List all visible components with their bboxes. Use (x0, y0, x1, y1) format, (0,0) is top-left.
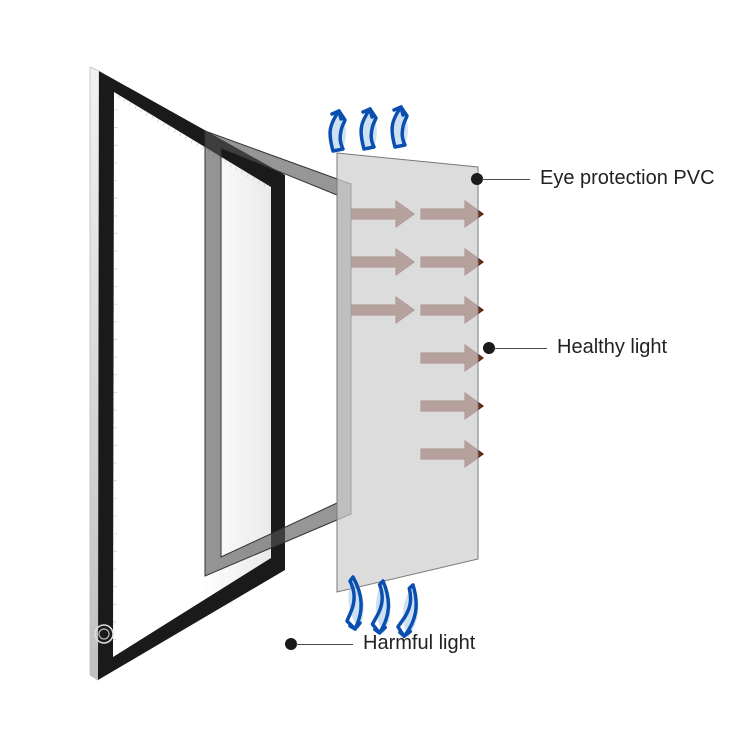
healthy-label: Healthy light (557, 336, 667, 359)
pvc-panel (337, 153, 478, 592)
healthy-leader-line (494, 348, 547, 349)
pvc-label: Eye protection PVC (540, 167, 715, 190)
harmful-light-arrows (347, 577, 424, 638)
harmful-leader-line (296, 644, 353, 645)
pvc-leader-line (482, 179, 530, 180)
harmful-label: Harmful light (363, 632, 475, 655)
up-arrows (330, 107, 408, 153)
